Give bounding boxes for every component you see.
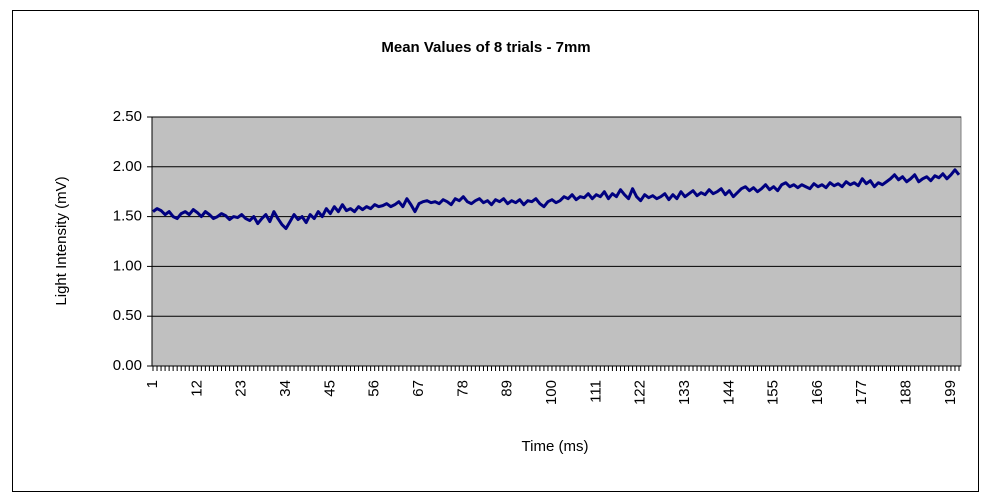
x-tick-label: 155 (765, 380, 782, 405)
x-tick-label: 177 (853, 380, 870, 405)
x-tick-label: 56 (366, 380, 383, 397)
x-tick-label: 89 (499, 380, 516, 397)
data-line (152, 168, 961, 231)
x-tick-label: 199 (942, 380, 959, 405)
x-axis-label: Time (ms) (522, 438, 589, 455)
x-tick-label: 122 (632, 380, 649, 405)
x-tick-label: 78 (454, 380, 471, 397)
x-tick-label: 12 (188, 380, 205, 397)
x-tick-label: 188 (898, 380, 915, 405)
x-tick-label: 100 (543, 380, 560, 405)
x-tick-label: 133 (676, 380, 693, 405)
x-tick-label: 45 (321, 380, 338, 397)
x-tick-label: 67 (410, 380, 427, 397)
x-tick-label: 23 (233, 380, 250, 397)
x-tick-label: 144 (720, 380, 737, 405)
y-tick-label: 0.50 (113, 307, 142, 324)
y-tick-label: 0.00 (113, 357, 142, 374)
y-axis-label: Light Intensity (mV) (53, 176, 70, 305)
y-tick-label: 2.00 (113, 158, 142, 175)
chart-title: Mean Values of 8 trials - 7mm (381, 39, 590, 56)
y-tick-label: 2.50 (113, 108, 142, 125)
y-tick-label: 1.00 (113, 257, 142, 274)
plot-area (151, 116, 962, 367)
x-tick-label: 1 (144, 380, 161, 388)
x-tick-label: 34 (277, 380, 294, 397)
x-tick-label: 166 (809, 380, 826, 405)
x-tick-label: 111 (587, 380, 604, 403)
y-tick-label: 1.50 (113, 208, 142, 225)
